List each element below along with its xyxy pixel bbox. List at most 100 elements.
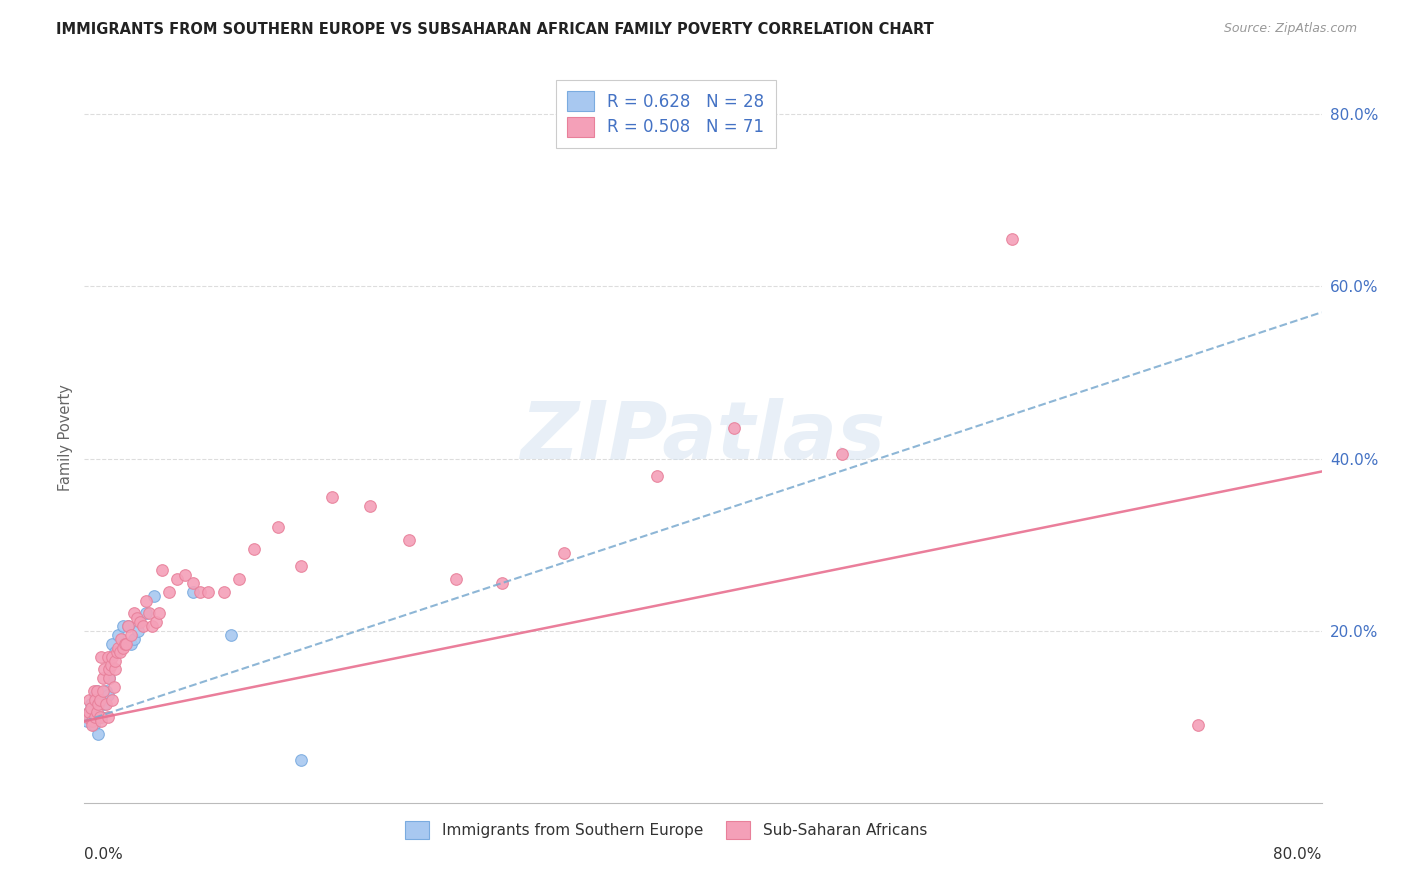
Point — [87, 697, 110, 711]
Point — [219, 628, 242, 642]
Point — [101, 692, 124, 706]
Point — [94, 684, 117, 698]
Point — [100, 658, 122, 673]
Point — [89, 710, 111, 724]
Point — [831, 447, 853, 461]
Point — [101, 649, 124, 664]
Point — [96, 688, 118, 702]
Point — [150, 564, 173, 578]
Point — [243, 541, 266, 556]
Point — [89, 692, 111, 706]
Point — [79, 701, 101, 715]
Point — [84, 688, 107, 702]
Point — [290, 559, 312, 574]
Point — [98, 671, 121, 685]
Point — [82, 718, 104, 732]
Point — [117, 619, 139, 633]
Legend: Immigrants from Southern Europe, Sub-Saharan Africans: Immigrants from Southern Europe, Sub-Sah… — [398, 814, 935, 847]
Point — [181, 576, 204, 591]
Point — [107, 628, 129, 642]
Point — [145, 615, 167, 629]
Point — [77, 692, 100, 706]
Point — [138, 607, 160, 621]
Point — [96, 710, 118, 724]
Point — [108, 645, 131, 659]
Point — [122, 607, 145, 621]
Point — [76, 714, 98, 728]
Point — [127, 624, 149, 638]
Point — [82, 710, 104, 724]
Point — [86, 706, 108, 720]
Point — [645, 468, 668, 483]
Point — [1187, 718, 1209, 732]
Point — [174, 567, 197, 582]
Point — [84, 692, 107, 706]
Point — [84, 710, 107, 724]
Point — [398, 533, 420, 548]
Point — [104, 662, 127, 676]
Point — [143, 589, 166, 603]
Point — [148, 607, 170, 621]
Text: Source: ZipAtlas.com: Source: ZipAtlas.com — [1223, 22, 1357, 36]
Point — [91, 671, 114, 685]
Point — [115, 637, 138, 651]
Point — [79, 697, 101, 711]
Point — [87, 727, 110, 741]
Point — [212, 585, 235, 599]
Point — [132, 619, 155, 633]
Point — [110, 632, 132, 647]
Point — [91, 684, 114, 698]
Point — [267, 520, 290, 534]
Point — [553, 546, 575, 560]
Point — [129, 615, 152, 629]
Point — [360, 499, 382, 513]
Point — [104, 645, 127, 659]
Point — [166, 572, 188, 586]
Point — [135, 607, 157, 621]
Point — [104, 654, 127, 668]
Point — [77, 706, 100, 720]
Point — [90, 714, 112, 728]
Point — [91, 692, 114, 706]
Point — [89, 710, 111, 724]
Point — [83, 718, 105, 732]
Point — [122, 632, 145, 647]
Point — [93, 697, 115, 711]
Point — [159, 585, 180, 599]
Point — [723, 421, 745, 435]
Y-axis label: Family Poverty: Family Poverty — [58, 384, 73, 491]
Point — [491, 576, 513, 591]
Point — [86, 684, 108, 698]
Text: IMMIGRANTS FROM SOUTHERN EUROPE VS SUBSAHARAN AFRICAN FAMILY POVERTY CORRELATION: IMMIGRANTS FROM SOUTHERN EUROPE VS SUBSA… — [56, 22, 934, 37]
Point — [117, 619, 139, 633]
Point — [98, 671, 121, 685]
Point — [228, 572, 250, 586]
Point — [135, 593, 157, 607]
Text: 80.0%: 80.0% — [1274, 847, 1322, 862]
Point — [112, 619, 135, 633]
Point — [101, 637, 124, 651]
Point — [96, 649, 118, 664]
Point — [105, 645, 128, 659]
Point — [112, 640, 135, 655]
Point — [120, 628, 142, 642]
Point — [188, 585, 211, 599]
Point — [83, 684, 105, 698]
Point — [141, 619, 163, 633]
Point — [444, 572, 467, 586]
Point — [93, 662, 115, 676]
Point — [114, 637, 136, 651]
Point — [125, 611, 148, 625]
Point — [94, 697, 117, 711]
Point — [82, 714, 104, 728]
Point — [107, 640, 129, 655]
Point — [181, 585, 204, 599]
Point — [76, 710, 98, 724]
Point — [90, 649, 112, 664]
Point — [321, 491, 343, 505]
Point — [1001, 232, 1024, 246]
Point — [86, 684, 108, 698]
Text: 0.0%: 0.0% — [84, 847, 124, 862]
Point — [197, 585, 219, 599]
Point — [90, 710, 112, 724]
